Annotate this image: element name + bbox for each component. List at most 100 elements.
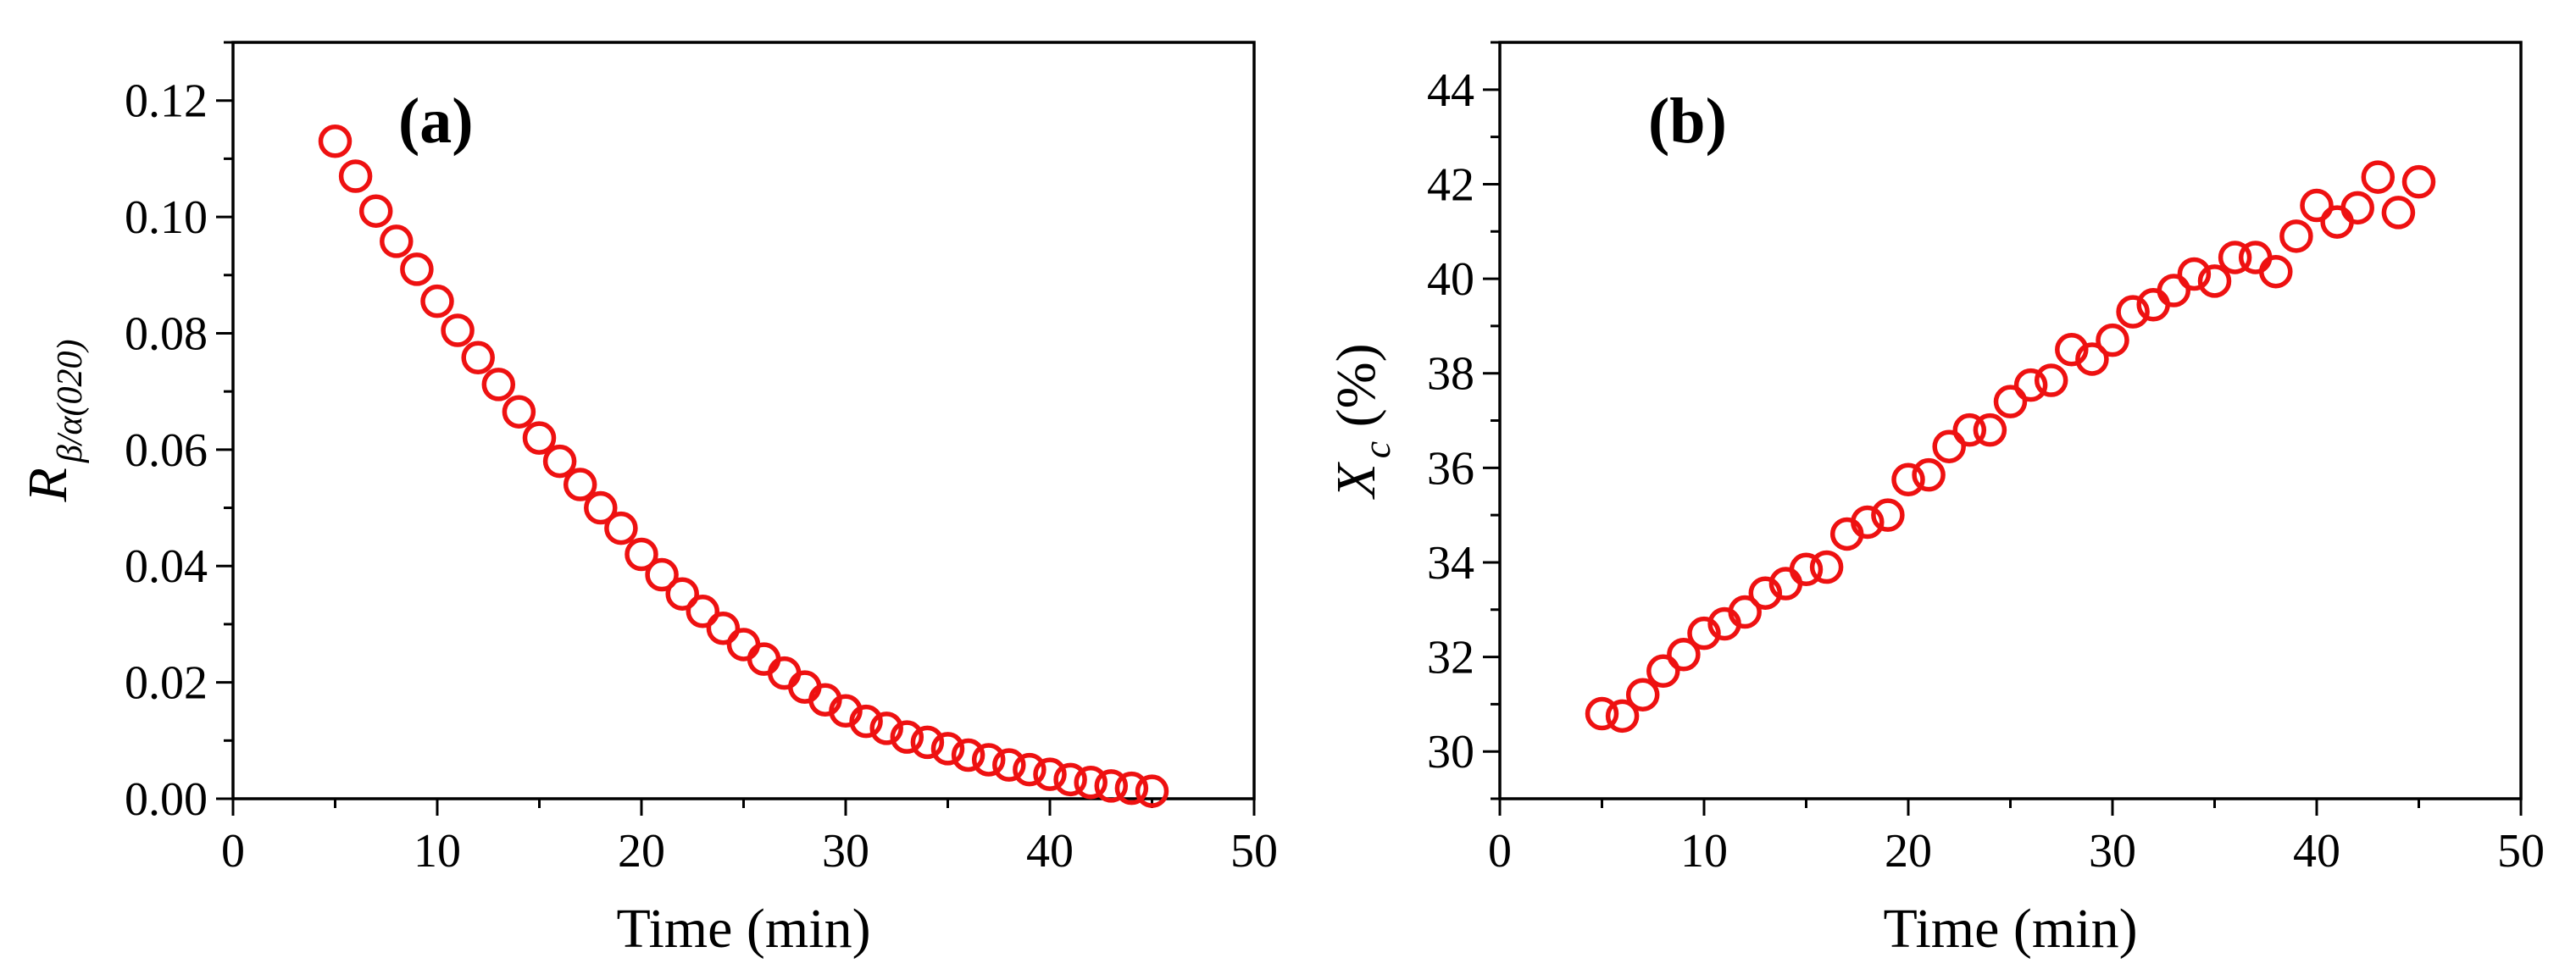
panel-b-label: (b) [1648, 86, 1727, 157]
panel-b-data-point [2096, 323, 2129, 357]
panel-a-data-point [1074, 766, 1108, 800]
panel-b-data-point [2361, 160, 2396, 194]
panel-b-data-point [2401, 164, 2436, 199]
panel-b-y-axis-title-suffix: (%) [1325, 343, 1387, 440]
panel-a-data-point [829, 694, 863, 728]
panel-a-data-point [461, 341, 495, 375]
panel-a-data-point [1114, 771, 1149, 806]
panel-b-data-point [1605, 699, 1640, 734]
panel-a-data-point [1053, 762, 1087, 797]
panel-a-data-point [441, 313, 475, 347]
panel-b-data-point [1667, 638, 1701, 672]
panel-b-data-point [2340, 191, 2374, 225]
panel-a-data-point [930, 732, 965, 766]
panel-b-data-point [2177, 257, 2212, 291]
panel-b-data-point [2238, 241, 2273, 274]
panel-b-x-tick-label: 10 [1680, 825, 1728, 878]
panel-b-x-tick-label: 30 [2089, 825, 2136, 878]
panel-a-y-axis-title-main: R [17, 468, 79, 502]
panel-a-data-point [522, 421, 557, 455]
panel-a-data-point [380, 224, 414, 258]
panel-a-data-point [502, 395, 536, 429]
panel-b-data-point [2055, 333, 2089, 367]
panel-b-data-point [2157, 274, 2191, 307]
panel-a-data-point [890, 720, 924, 754]
panel-b-data-point [2218, 241, 2252, 274]
panel-a-y-axis-title: Rβ/α(020) [17, 340, 90, 503]
panel-b-data-point [1912, 457, 1946, 492]
panel-b-data-point [1748, 576, 1783, 610]
panel-b-data-point [2013, 368, 2048, 402]
panel-a-data-point [665, 577, 699, 611]
panel-b-y-tick-label: 32 [1427, 632, 1474, 684]
panel-b-y-tick-label: 44 [1427, 64, 1474, 117]
panel-a-data-point [625, 537, 658, 572]
panel-b-y-tick-label: 34 [1427, 537, 1474, 590]
panel-a-y-tick-label: 0.08 [125, 307, 208, 360]
panel-b-data-point [1687, 616, 1721, 651]
panel-b-data-point [1728, 595, 1762, 629]
panel-b-y-tick-label: 42 [1427, 158, 1474, 211]
panel-b-data-point [2116, 295, 2150, 329]
panel-a-data-point [338, 159, 373, 193]
panel-a-x-tick-label: 50 [1230, 825, 1278, 878]
panel-b-data-point [1993, 385, 2028, 418]
panel-a-y-tick-label: 0.10 [125, 191, 208, 244]
panel-a-data-point [318, 125, 353, 158]
panel-b-y-axis-title: Xc (%) [1325, 343, 1398, 500]
panel-a-data-point [481, 368, 516, 401]
panel-a-x-tick-label: 20 [618, 825, 665, 878]
panel-b-data-point [1789, 552, 1824, 587]
panel-b-data-point [1871, 498, 1905, 532]
panel-a-x-tick-label: 30 [822, 825, 869, 878]
panel-b-x-tick-label: 0 [1488, 825, 1512, 878]
panel-a-data-point [542, 444, 577, 479]
panel-a-data-point [1013, 752, 1046, 787]
panel-b-data-point [1585, 696, 1619, 731]
panel-a-data-point [400, 252, 434, 286]
panel-b-data-point [1932, 429, 1966, 463]
panel-a-y-tick-label: 0.00 [125, 773, 208, 826]
panel-b-x-axis-title: Time (min) [1883, 898, 2137, 960]
panel-a-data-point [910, 725, 945, 760]
panel-b-data-point [1891, 462, 1925, 497]
panel-a-x-tick-label: 0 [221, 825, 245, 878]
panel-b-x-tick-label: 20 [1885, 825, 1932, 878]
panel-b-y-axis-title-sub: c [1355, 441, 1398, 458]
panel-b-data-point [2259, 254, 2293, 289]
panel-a-y-tick-label: 0.02 [125, 657, 208, 710]
panel-a-data-point [604, 511, 638, 545]
panel-a-data-point [849, 704, 883, 739]
panel-b-y-tick-label: 38 [1427, 348, 1474, 401]
panel-b-data-point [2034, 363, 2068, 397]
panel-b-data-point [1625, 678, 1660, 711]
panel-a-data-point [358, 194, 393, 228]
panel-a-x-tick-label: 40 [1026, 825, 1074, 878]
panel-b-data-point [1973, 412, 2007, 447]
panel-a-data-point [1094, 769, 1129, 803]
panel-a: 0 10 20 30 40 50 0.00 0.02 0.04 0.06 0.08 0.10 0.12 T… [17, 41, 1278, 960]
panel-b-data-point [2075, 342, 2109, 376]
panel-a-data-point [420, 284, 454, 318]
panel-b-x-tick-label: 40 [2293, 825, 2340, 878]
panel-b-y-tick-label: 40 [1427, 253, 1474, 306]
panel-a-data-point [726, 628, 761, 662]
panel-a-data-point [584, 490, 618, 525]
panel-b-y-tick-label: 36 [1427, 442, 1474, 495]
panel-a-x-axis-title: Time (min) [616, 898, 870, 960]
panel-b-data-point [2381, 196, 2416, 230]
panel-a-data-point [706, 611, 741, 645]
panel-a-data-point [747, 642, 781, 676]
panel-a-data-point [563, 468, 597, 501]
panel-a-y-tick-label: 0.06 [125, 424, 208, 477]
panel-a-data-point [1135, 774, 1169, 808]
panel-a-y-axis-title-sub: β/α(020) [51, 340, 90, 464]
panel-b-data-point [1851, 505, 1885, 540]
panel-a-y-tick-label: 0.12 [125, 75, 208, 128]
panel-a-data-point [1033, 757, 1067, 791]
panel-a-data-point [645, 557, 679, 592]
panel-a-x-tick-label: 10 [414, 825, 461, 878]
panel-b: 0 10 20 30 40 50 30 32 34 36 38 40 42 44 Time (min) Xc … [1325, 41, 2545, 960]
panel-a-data-point [686, 595, 720, 628]
